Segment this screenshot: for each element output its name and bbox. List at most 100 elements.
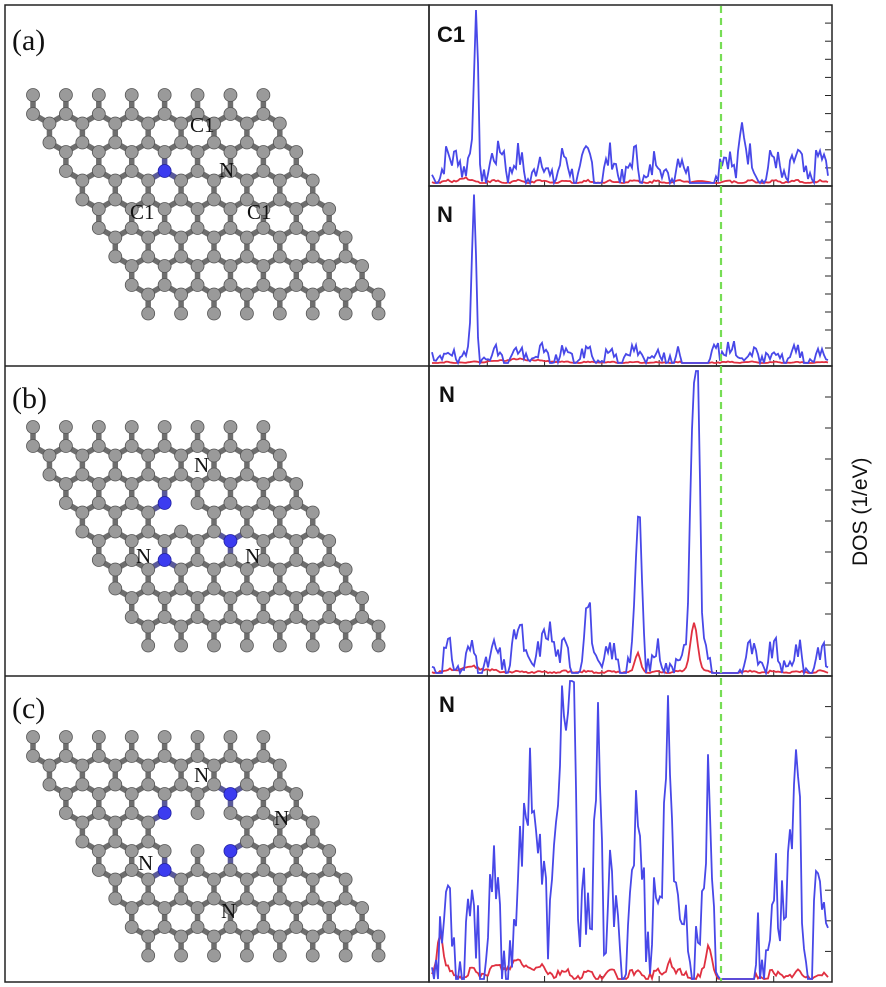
carbon-atom bbox=[91, 553, 106, 567]
carbon-atom bbox=[174, 872, 188, 887]
panel-tag-b: (b) bbox=[12, 382, 47, 415]
carbon-atom bbox=[124, 278, 139, 292]
carbon-atom bbox=[174, 287, 188, 302]
carbon-atom bbox=[108, 192, 123, 207]
partial-dos-curve bbox=[431, 176, 829, 185]
carbon-atom bbox=[141, 448, 156, 463]
carbon-atom bbox=[338, 562, 353, 577]
carbon-atom bbox=[141, 135, 156, 150]
carbon-atom bbox=[305, 306, 320, 321]
carbon-atom bbox=[59, 88, 73, 102]
carbon-atom bbox=[190, 88, 205, 102]
carbon-atom bbox=[141, 758, 156, 773]
carbon-atom bbox=[108, 524, 123, 539]
carbon-atom bbox=[272, 287, 287, 302]
carbon-atom bbox=[108, 562, 123, 577]
carbon-atom bbox=[190, 534, 205, 548]
carbon-atom bbox=[207, 287, 221, 302]
carbon-atom bbox=[174, 230, 188, 245]
carbon-atom bbox=[91, 202, 106, 216]
carbon-atom bbox=[272, 581, 287, 596]
carbon-atom bbox=[141, 192, 156, 207]
carbon-atom bbox=[141, 505, 156, 520]
carbon-atom bbox=[59, 496, 73, 510]
carbon-atom bbox=[355, 920, 369, 934]
carbon-atom bbox=[207, 777, 221, 792]
carbon-atom bbox=[272, 467, 287, 482]
panel-tag-a: (a) bbox=[12, 24, 45, 57]
carbon-atom bbox=[190, 730, 205, 744]
carbon-atom bbox=[223, 806, 238, 820]
carbon-atom bbox=[240, 249, 254, 264]
atom-label-c1-left: C1 bbox=[130, 200, 155, 224]
carbon-atom bbox=[124, 553, 139, 567]
structure-panels bbox=[26, 88, 386, 963]
carbon-atom bbox=[355, 259, 369, 273]
carbon-atom bbox=[289, 477, 304, 491]
dos-plots bbox=[431, 9, 831, 982]
carbon-atom bbox=[223, 420, 238, 434]
atom-label-n-c2: N bbox=[274, 806, 289, 830]
carbon-atom bbox=[256, 496, 271, 510]
atom-label-n-b2: N bbox=[136, 544, 151, 568]
carbon-atom bbox=[157, 278, 172, 292]
carbon-atom bbox=[124, 749, 139, 763]
carbon-atom bbox=[355, 591, 369, 605]
carbon-atom bbox=[272, 249, 287, 264]
carbon-atom bbox=[289, 534, 304, 548]
carbon-atom bbox=[75, 505, 90, 520]
carbon-atom bbox=[207, 562, 221, 577]
carbon-atom bbox=[305, 192, 320, 207]
carbon-atom bbox=[59, 806, 73, 820]
carbon-atom bbox=[240, 135, 254, 150]
carbon-atom bbox=[141, 834, 156, 849]
carbon-atom bbox=[207, 467, 221, 482]
carbon-atom bbox=[256, 901, 271, 915]
carbon-atom bbox=[223, 259, 238, 273]
carbon-atom bbox=[272, 948, 287, 963]
carbon-atom bbox=[289, 844, 304, 858]
carbon-atom bbox=[190, 610, 205, 624]
carbon-atom bbox=[240, 948, 254, 963]
carbon-atom bbox=[42, 467, 57, 482]
carbon-atom bbox=[91, 477, 106, 491]
carbon-atom bbox=[174, 467, 188, 482]
carbon-atom bbox=[322, 202, 337, 216]
carbon-atom bbox=[174, 116, 188, 131]
carbon-atom bbox=[223, 107, 238, 121]
carbon-atom bbox=[289, 863, 304, 877]
carbon-atom bbox=[207, 638, 221, 653]
carbon-atom bbox=[91, 88, 106, 102]
carbon-atom bbox=[305, 249, 320, 264]
carbon-atom bbox=[338, 581, 353, 596]
carbon-atom bbox=[371, 929, 386, 944]
carbon-atom bbox=[141, 287, 156, 302]
carbon-atom bbox=[124, 439, 139, 453]
carbon-atom bbox=[174, 306, 188, 321]
carbon-atom bbox=[141, 173, 156, 188]
carbon-atom bbox=[256, 420, 271, 434]
atom-label-n-b3: N bbox=[245, 544, 260, 568]
carbon-atom bbox=[207, 929, 221, 944]
carbon-atom bbox=[240, 777, 254, 792]
carbon-atom bbox=[289, 901, 304, 915]
dos-plot-a1-frame bbox=[428, 4, 833, 187]
carbon-atom bbox=[108, 230, 123, 245]
carbon-atom bbox=[256, 553, 271, 567]
carbon-atom bbox=[91, 145, 106, 159]
carbon-atom bbox=[91, 496, 106, 510]
carbon-atom bbox=[157, 202, 172, 216]
carbon-atom bbox=[108, 249, 123, 264]
carbon-atom bbox=[272, 562, 287, 577]
carbon-atom bbox=[59, 439, 73, 453]
carbon-atom bbox=[75, 448, 90, 463]
carbon-atom bbox=[272, 929, 287, 944]
carbon-atom bbox=[42, 758, 57, 773]
carbon-atom bbox=[305, 891, 320, 906]
carbon-atom bbox=[141, 249, 156, 264]
carbon-atom bbox=[207, 306, 221, 321]
total-dos-curve bbox=[431, 680, 829, 981]
partial-dos-curve bbox=[431, 932, 829, 982]
carbon-atom bbox=[256, 259, 271, 273]
